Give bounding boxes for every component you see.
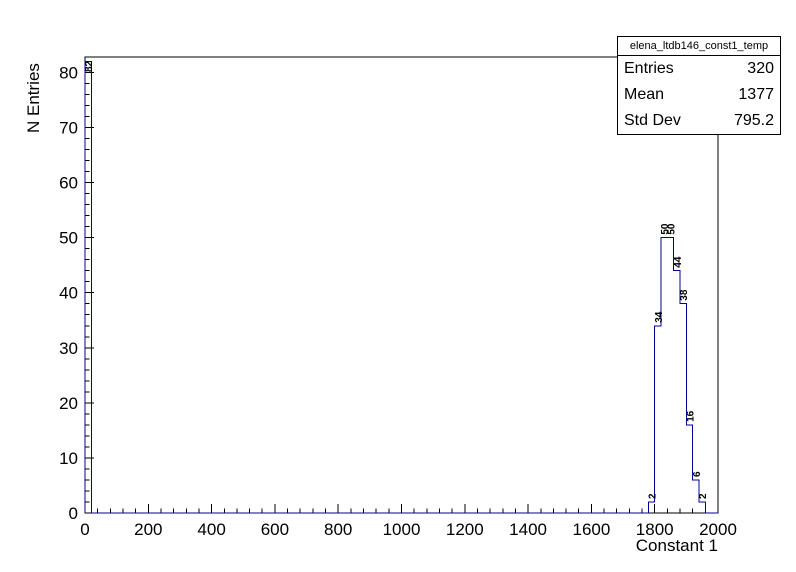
histogram-line xyxy=(84,60,718,514)
stats-label-mean: Mean xyxy=(624,86,665,103)
stats-label-stddev: Std Dev xyxy=(624,112,681,129)
x-tick-label: 1200 xyxy=(446,520,484,539)
y-tick-label: 60 xyxy=(59,174,78,193)
y-tick-label: 20 xyxy=(59,394,78,413)
x-axis-title: Constant 1 xyxy=(635,536,718,555)
y-tick-label: 0 xyxy=(69,504,78,523)
stats-label-entries: Entries xyxy=(624,60,674,77)
y-tick-label: 10 xyxy=(59,449,78,468)
stats-value-mean: 1377 xyxy=(738,86,774,103)
y-tick-label: 30 xyxy=(59,339,78,358)
y-tick-label: 40 xyxy=(59,284,78,303)
x-tick-label: 1600 xyxy=(572,520,610,539)
y-tick-label: 50 xyxy=(59,229,78,248)
bin-count-label: 82 xyxy=(84,60,95,72)
bin-count-label: 50 xyxy=(660,223,671,235)
x-tick-label: 1800 xyxy=(636,520,674,539)
x-tick-label: 400 xyxy=(197,520,225,539)
bin-count-label: 50 xyxy=(667,223,678,235)
y-axis-title: N Entries xyxy=(24,63,43,133)
x-tick-label: 600 xyxy=(261,520,289,539)
y-tick-label: 70 xyxy=(59,118,78,137)
x-tick-label: 2000 xyxy=(699,520,737,539)
bin-count-label: 2 xyxy=(648,493,659,499)
bin-count-label: 6 xyxy=(692,471,703,477)
x-tick-label: 800 xyxy=(324,520,352,539)
stats-box: elena_ltdb146_const1_temp Entries 320 Me… xyxy=(617,36,781,135)
bin-count-label: 44 xyxy=(673,256,684,268)
bin-count-label: 16 xyxy=(686,410,697,422)
x-tick-label: 1000 xyxy=(383,520,421,539)
stats-row-mean: Mean 1377 xyxy=(618,82,780,108)
stats-row-entries: Entries 320 xyxy=(618,56,780,82)
x-tick-label: 200 xyxy=(134,520,162,539)
bin-count-label: 2 xyxy=(698,493,709,499)
y-tick-label: 80 xyxy=(59,63,78,82)
stats-value-stddev: 795.2 xyxy=(733,112,774,129)
stats-box-title: elena_ltdb146_const1_temp xyxy=(618,37,780,56)
x-tick-label: 0 xyxy=(80,520,89,539)
x-tick-label: 1400 xyxy=(509,520,547,539)
bin-count-label: 34 xyxy=(654,311,665,323)
bin-count-label: 38 xyxy=(679,289,690,301)
stats-value-entries: 320 xyxy=(747,60,774,77)
stats-row-stddev: Std Dev 795.2 xyxy=(618,108,780,134)
